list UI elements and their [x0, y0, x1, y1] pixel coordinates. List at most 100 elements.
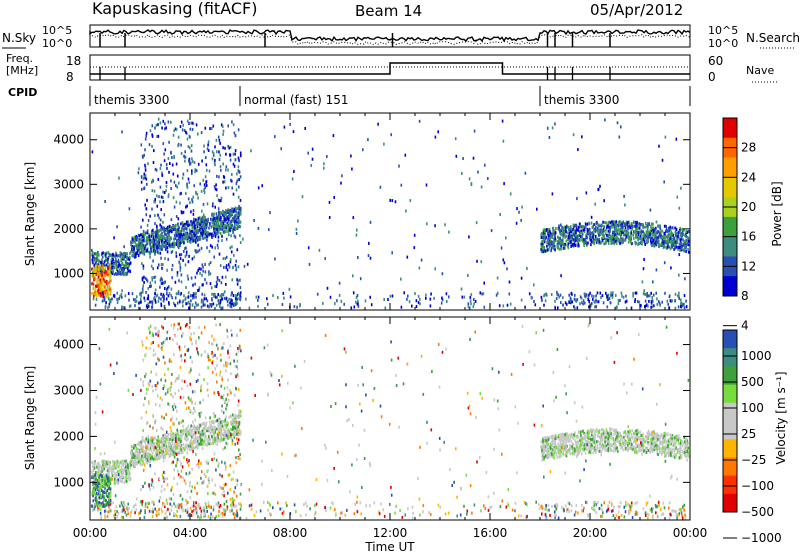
- power-cell: [187, 177, 190, 181]
- velocity-cell: [587, 444, 590, 448]
- power-cell: [151, 134, 154, 138]
- power-cell: [238, 211, 240, 215]
- power-cell: [107, 294, 110, 298]
- power-cell: [144, 246, 146, 250]
- velocity-cell: [112, 462, 115, 466]
- power-cell: [95, 265, 98, 268]
- power-cell: [558, 247, 561, 251]
- power-cell: [678, 273, 680, 277]
- power-cell: [441, 298, 444, 302]
- velocity-cell: [603, 431, 606, 434]
- velocity-cell: [160, 440, 162, 444]
- power-cell: [356, 228, 358, 232]
- power-cell: [137, 254, 140, 257]
- power-cell: [656, 238, 658, 242]
- power-cell: [229, 153, 231, 157]
- power-cell: [542, 228, 545, 232]
- power-cell: [167, 243, 170, 247]
- power-cell: [603, 199, 605, 203]
- power-cell: [654, 227, 656, 231]
- power-cell: [186, 221, 188, 225]
- velocity-cell: [236, 428, 238, 432]
- power-cell: [624, 238, 626, 242]
- power-cell: [161, 247, 163, 251]
- power-cell: [194, 224, 196, 228]
- velocity-cell: [594, 442, 596, 446]
- power-cell: [200, 305, 203, 309]
- power-cell: [588, 235, 591, 239]
- power-cell: [237, 213, 240, 217]
- power-cell: [283, 296, 285, 300]
- power-cell: [215, 219, 218, 223]
- power-cell: [177, 235, 180, 239]
- power-cell: [96, 294, 98, 298]
- power-cell: [166, 250, 169, 254]
- power-cell: [476, 259, 478, 263]
- power-cell: [599, 233, 602, 236]
- power-cell: [200, 189, 203, 193]
- velocity-cell: [649, 432, 652, 436]
- power-cell: [142, 251, 144, 255]
- power-cell: [562, 238, 564, 242]
- velocity-cell: [662, 436, 665, 440]
- velocity-cell: [591, 433, 593, 437]
- power-cell: [229, 228, 231, 232]
- power-cell: [615, 239, 617, 243]
- power-cell: [462, 157, 464, 160]
- power-cell: [199, 217, 202, 221]
- power-cell: [601, 233, 604, 236]
- power-cell: [635, 231, 638, 235]
- power-cell: [122, 306, 125, 310]
- power-cell: [584, 294, 586, 298]
- power-cell: [98, 264, 100, 268]
- velocity-cell: [661, 442, 663, 446]
- power-cell: [235, 188, 238, 192]
- power-cell: [206, 304, 209, 308]
- power-cell: [383, 298, 385, 301]
- power-cell: [684, 246, 686, 250]
- power-cell: [671, 226, 674, 230]
- power-cell: [574, 236, 577, 240]
- power-cell: [227, 263, 230, 267]
- power-cell: [601, 231, 603, 235]
- power-cell: [189, 161, 192, 165]
- power-cell: [204, 175, 207, 179]
- power-cell: [125, 252, 127, 256]
- power-cell: [621, 231, 623, 235]
- velocity-cell: [156, 439, 159, 443]
- velocity-cell: [108, 470, 111, 474]
- power-cell: [680, 233, 682, 237]
- velocity-cell: [116, 462, 119, 466]
- power-cell: [113, 272, 116, 276]
- nave-tick-bottom: 0: [708, 70, 716, 84]
- velocity-cell: [553, 456, 555, 460]
- power-cell: [587, 298, 589, 301]
- power-cell: [151, 302, 154, 306]
- power-cell: [175, 162, 178, 166]
- power-cell: [565, 226, 567, 230]
- power-cell: [152, 241, 154, 244]
- power-cell: [160, 225, 163, 229]
- power-cell: [216, 277, 219, 281]
- power-cell: [581, 232, 584, 236]
- velocity-cell: [642, 447, 645, 451]
- power-cell: [558, 295, 560, 299]
- power-cell: [562, 230, 565, 234]
- power-cell: [588, 228, 591, 232]
- power-cell: [212, 215, 215, 219]
- power-cell: [146, 229, 149, 233]
- power-cell: [644, 292, 646, 296]
- velocity-cell: [627, 441, 629, 445]
- velocity-cell: [614, 442, 616, 446]
- power-cell: [400, 183, 403, 187]
- power-cell: [141, 239, 143, 243]
- power-cell: [115, 253, 118, 257]
- power-cell: [138, 167, 140, 171]
- power-cell: [652, 238, 654, 242]
- power-cell: [140, 237, 143, 241]
- power-cell: [159, 218, 162, 222]
- power-cell: [213, 255, 215, 259]
- power-cell: [548, 241, 551, 245]
- power-cell: [94, 267, 97, 271]
- power-cell: [151, 207, 153, 211]
